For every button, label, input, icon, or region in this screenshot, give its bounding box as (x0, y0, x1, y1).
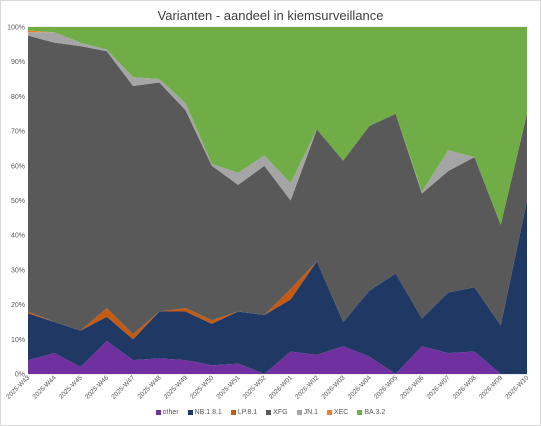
x-tick-label: 2026-W05 (373, 374, 399, 400)
legend-label: other (162, 409, 179, 416)
y-tick-label: 40% (11, 233, 25, 240)
legend-label: BA.3.2 (364, 409, 386, 416)
area-nb-1-8-1 (28, 200, 527, 374)
y-tick-label: 70% (11, 129, 25, 136)
legend-swatch (296, 410, 302, 415)
x-tick-label: 2025-W49 (163, 374, 189, 400)
legend-swatch (357, 410, 363, 415)
x-tick-label: 2026-W06 (399, 374, 425, 400)
y-tick-label: 50% (11, 198, 25, 205)
y-tick-label: 20% (11, 302, 25, 309)
legend-swatch (326, 410, 332, 415)
legend-label: XEC (333, 409, 349, 416)
x-tick-label: 2025-W50 (189, 374, 215, 400)
x-tick-label: 2025-W47 (110, 374, 136, 400)
legend-item: BA.3.2 (357, 409, 385, 416)
x-tick-label: 2025-W52 (242, 374, 268, 400)
y-tick-label: 80% (11, 94, 25, 101)
y-tick-label: 100% (7, 25, 25, 32)
area-other (28, 341, 527, 374)
y-tick-label: 10% (11, 337, 25, 344)
x-tick-label: 2026-W09 (478, 374, 504, 400)
legend: other NB.1.8.1 LP.8.1 XFG JN.1 XEC BA.3.2 (0, 409, 541, 416)
legend-swatch (155, 410, 161, 415)
legend-swatch (187, 410, 193, 415)
x-tick-label: 2025-W48 (137, 374, 163, 400)
legend-item: JN.1 (296, 409, 318, 416)
legend-item: NB.1.8.1 (187, 409, 222, 416)
area-xfg (28, 35, 527, 335)
legend-item: XFG (266, 409, 288, 416)
x-tick-label: 2025-W46 (84, 374, 110, 400)
x-tick-label: 2026-W04 (347, 374, 373, 400)
x-tick-label: 2025-W51 (215, 374, 241, 400)
legend-label: JN.1 (303, 409, 318, 416)
legend-label: LP.8.1 (237, 409, 258, 416)
legend-item: LP.8.1 (230, 409, 258, 416)
x-tick-label: 2026-W07 (425, 374, 451, 400)
legend-label: NB.1.8.1 (194, 409, 222, 416)
x-tick-label: 2026-W01 (268, 374, 294, 400)
y-tick-label: 0% (15, 372, 25, 379)
x-tick-label: 2026-W03 (320, 374, 346, 400)
x-axis-tick-labels: 2025-W43 2025-W44 2025-W45 2025-W46 2025-W47… (5, 374, 530, 400)
legend-swatch (230, 410, 236, 415)
x-tick-label: 2026-W02 (294, 374, 320, 400)
y-tick-label: 60% (11, 163, 25, 170)
y-tick-label: 90% (11, 59, 25, 66)
x-tick-label: 2025-W44 (32, 374, 58, 400)
x-tick-label: 2026-W08 (452, 374, 478, 400)
area-series (28, 27, 527, 374)
y-tick-label: 30% (11, 267, 25, 274)
chart-title: Varianten - aandeel in kiemsurveillance (157, 8, 384, 23)
legend-item: other (155, 409, 179, 416)
legend-label: XFG (273, 409, 288, 416)
area-jn-1 (28, 32, 527, 225)
y-axis-tick-labels: 0% 10% 20% 30% 40% 50% 60% 70% 80% 90% 100% (7, 25, 25, 379)
x-tick-label: 2026-W10 (504, 374, 530, 400)
legend-item: XEC (326, 409, 349, 416)
x-tick-label: 2025-W45 (58, 374, 84, 400)
legend-swatch (266, 410, 272, 415)
area-ba-3-2 (28, 27, 527, 225)
